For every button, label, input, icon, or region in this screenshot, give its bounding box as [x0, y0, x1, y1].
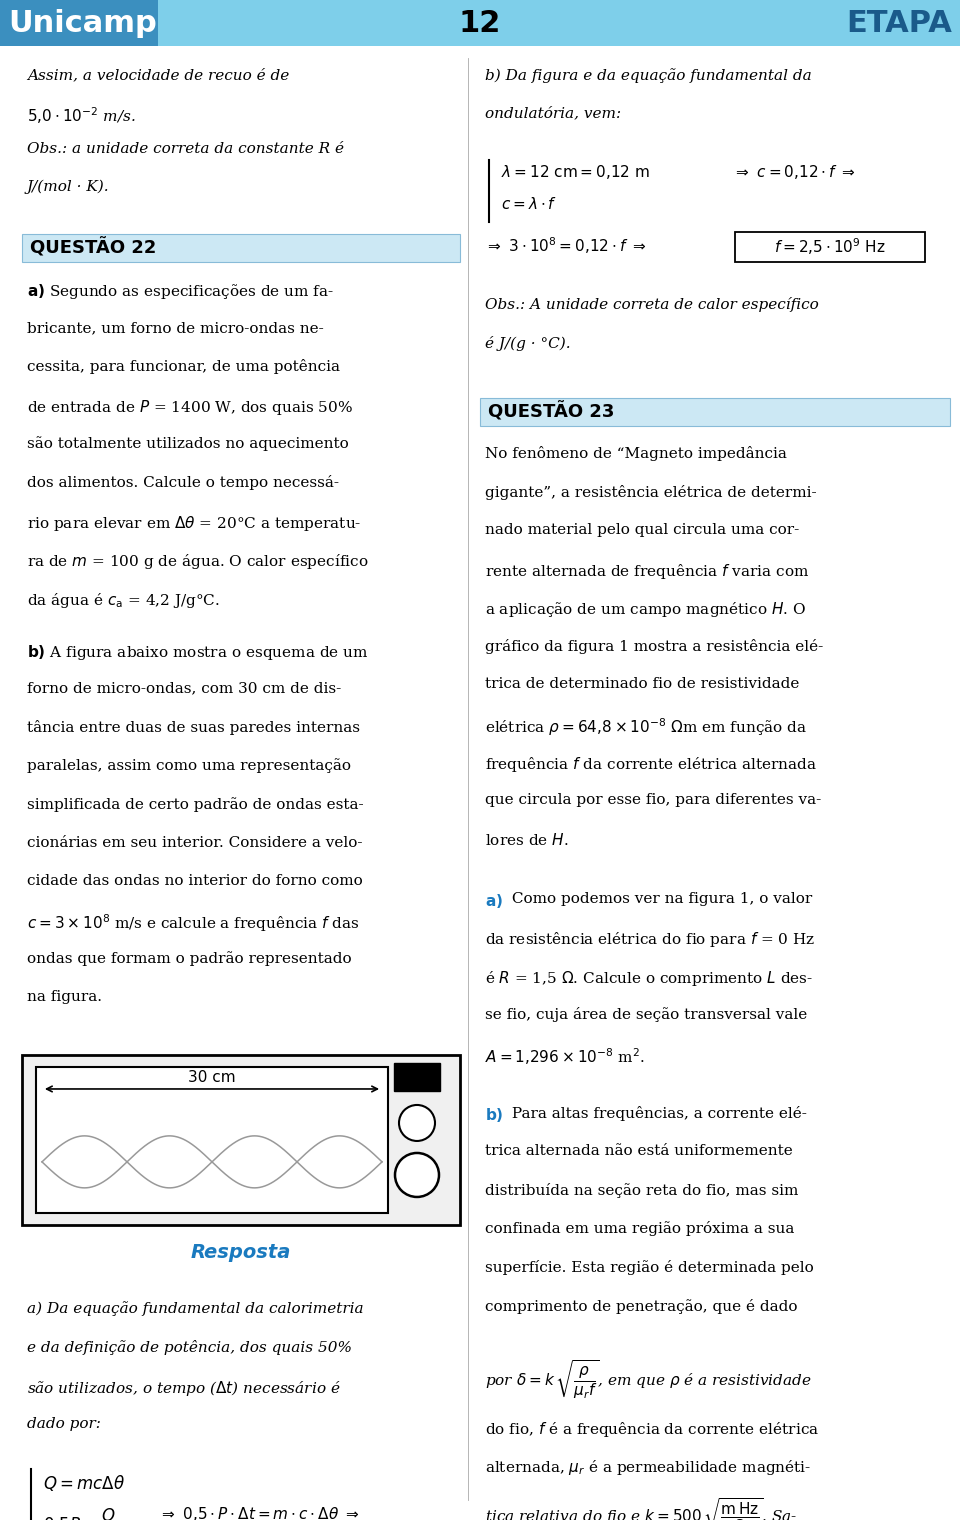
- Text: trica alternada não está uniformemente: trica alternada não está uniformemente: [485, 1145, 793, 1158]
- Text: nado material pelo qual circula uma cor-: nado material pelo qual circula uma cor-: [485, 523, 800, 537]
- Text: da resistência elétrica do fio para $f$ = 0 Hz: da resistência elétrica do fio para $f$ …: [485, 930, 815, 948]
- Text: gigante”, a resistência elétrica de determi-: gigante”, a resistência elétrica de dete…: [485, 485, 817, 500]
- Text: a) Da equação fundamental da calorimetria: a) Da equação fundamental da calorimetri…: [27, 1301, 364, 1316]
- Text: distribuída na seção reta do fio, mas sim: distribuída na seção reta do fio, mas si…: [485, 1183, 799, 1198]
- Text: do fio, $f$ é a frequência da corrente elétrica: do fio, $f$ é a frequência da corrente e…: [485, 1420, 819, 1438]
- Text: da água é $c_{\rm a}$ = 4,2 J/g°C.: da água é $c_{\rm a}$ = 4,2 J/g°C.: [27, 591, 220, 610]
- Text: cessita, para funcionar, de uma potência: cessita, para funcionar, de uma potência: [27, 359, 340, 374]
- Text: são totalmente utilizados no aquecimento: são totalmente utilizados no aquecimento: [27, 436, 348, 451]
- Text: $f = 2{,}5 \cdot 10^9\ \mathrm{Hz}$: $f = 2{,}5 \cdot 10^9\ \mathrm{Hz}$: [774, 237, 886, 257]
- Bar: [735, 231, 925, 261]
- Text: ondas que formam o padrão representado: ondas que formam o padrão representado: [27, 952, 351, 967]
- Text: forno de micro-ondas, com 30 cm de dis-: forno de micro-ondas, com 30 cm de dis-: [27, 681, 341, 695]
- Circle shape: [395, 1154, 439, 1196]
- Text: dos alimentos. Calcule o tempo necessá-: dos alimentos. Calcule o tempo necessá-: [27, 476, 339, 489]
- Bar: [0, 0, 158, 46]
- Text: paralelas, assim como uma representação: paralelas, assim como uma representação: [27, 758, 351, 774]
- Text: $\Rightarrow\ c = 0{,}12 \cdot f\ \Rightarrow$: $\Rightarrow\ c = 0{,}12 \cdot f\ \Right…: [733, 163, 856, 181]
- Text: dado por:: dado por:: [27, 1417, 101, 1432]
- Text: Para altas frequências, a corrente elé-: Para altas frequências, a corrente elé-: [507, 1105, 806, 1120]
- Text: $Q = mc\Delta\theta$: $Q = mc\Delta\theta$: [43, 1473, 125, 1493]
- Text: $\mathbf{a)}$ Segundo as especificações de um fa-: $\mathbf{a)}$ Segundo as especificações …: [27, 283, 334, 301]
- Text: é J/(g · °C).: é J/(g · °C).: [485, 336, 570, 351]
- Text: ondulatória, vem:: ondulatória, vem:: [485, 106, 621, 120]
- Text: Como podemos ver na figura 1, o valor: Como podemos ver na figura 1, o valor: [507, 892, 812, 906]
- Bar: [0, 0, 960, 46]
- Circle shape: [399, 1105, 435, 1142]
- Text: 12: 12: [459, 9, 501, 38]
- Text: cidade das ondas no interior do forno como: cidade das ondas no interior do forno co…: [27, 874, 363, 888]
- Text: $\mathbf{b)}$: $\mathbf{b)}$: [485, 1105, 504, 1123]
- Text: $5{,}0 \cdot 10^{-2}$ m/s.: $5{,}0 \cdot 10^{-2}$ m/s.: [27, 105, 135, 126]
- Text: No fenômeno de “Magneto impedância: No fenômeno de “Magneto impedância: [485, 445, 787, 461]
- Text: simplificada de certo padrão de ondas esta-: simplificada de certo padrão de ondas es…: [27, 796, 364, 812]
- Text: se fio, cuja área de seção transversal vale: se fio, cuja área de seção transversal v…: [485, 1008, 807, 1023]
- Bar: [394, 1062, 440, 1091]
- Text: b) Da figura e da equação fundamental da: b) Da figura e da equação fundamental da: [485, 68, 812, 84]
- Text: tância entre duas de suas paredes internas: tância entre duas de suas paredes intern…: [27, 720, 360, 734]
- Text: Unicamp: Unicamp: [8, 9, 156, 38]
- Bar: [22, 234, 460, 263]
- Text: alternada, $\mu_r$ é a permeabilidade magnéti-: alternada, $\mu_r$ é a permeabilidade ma…: [485, 1458, 811, 1477]
- Text: QUESTÃO 22: QUESTÃO 22: [30, 239, 156, 258]
- Text: $\Rightarrow\ 0{,}5 \cdot P \cdot \Delta t = m \cdot c \cdot \Delta\theta\ \Righ: $\Rightarrow\ 0{,}5 \cdot P \cdot \Delta…: [159, 1505, 359, 1520]
- Text: tica relativa do fio e $k = 500\,\sqrt{\dfrac{\mathrm{m\,Hz}}{\Omega}}$. Sa-: tica relativa do fio e $k = 500\,\sqrt{\…: [485, 1497, 797, 1520]
- Text: Resposta: Resposta: [191, 1243, 291, 1262]
- Bar: [22, 1055, 460, 1225]
- Text: ra de $m$ = 100 g de água. O calor específico: ra de $m$ = 100 g de água. O calor espec…: [27, 552, 369, 572]
- Text: ETAPA: ETAPA: [846, 9, 952, 38]
- Text: $\Rightarrow\ 3 \cdot 10^8 = 0{,}12 \cdot f\ \Rightarrow$: $\Rightarrow\ 3 \cdot 10^8 = 0{,}12 \cdo…: [485, 236, 647, 257]
- Text: frequência $f$ da corrente elétrica alternada: frequência $f$ da corrente elétrica alte…: [485, 754, 817, 774]
- Text: Assim, a velocidade de recuo é de: Assim, a velocidade de recuo é de: [27, 68, 289, 82]
- Text: $c = 3 \times 10^8$ m/s e calcule a frequência $f$ das: $c = 3 \times 10^8$ m/s e calcule a freq…: [27, 912, 360, 935]
- Bar: [36, 1067, 388, 1213]
- Text: $\mathbf{b)}$ A figura abaixo mostra o esquema de um: $\mathbf{b)}$ A figura abaixo mostra o e…: [27, 643, 369, 661]
- Text: lores de $H$.: lores de $H$.: [485, 831, 568, 848]
- Text: Obs.: a unidade correta da constante R é: Obs.: a unidade correta da constante R é: [27, 143, 344, 157]
- Text: $\mathbf{a)}$: $\mathbf{a)}$: [485, 892, 503, 909]
- Text: $0{,}5P = \dfrac{Q}{\Delta t}$: $0{,}5P = \dfrac{Q}{\Delta t}$: [43, 1506, 120, 1520]
- Text: cionárias em seu interior. Considere a velo-: cionárias em seu interior. Considere a v…: [27, 836, 363, 850]
- Text: superfície. Esta região é determinada pelo: superfície. Esta região é determinada pe…: [485, 1260, 814, 1275]
- Text: comprimento de penetração, que é dado: comprimento de penetração, que é dado: [485, 1298, 798, 1313]
- Text: Obs.: A unidade correta de calor específico: Obs.: A unidade correta de calor específ…: [485, 296, 819, 312]
- Polygon shape: [158, 0, 180, 46]
- Text: $A = 1{,}296 \times 10^{-8}$ m$^2$.: $A = 1{,}296 \times 10^{-8}$ m$^2$.: [485, 1046, 645, 1067]
- Text: de entrada de $P$ = 1400 W, dos quais 50%: de entrada de $P$ = 1400 W, dos quais 50…: [27, 398, 353, 416]
- Text: J/(mol · K).: J/(mol · K).: [27, 179, 109, 195]
- Text: que circula por esse fio, para diferentes va-: que circula por esse fio, para diferente…: [485, 793, 821, 807]
- Text: confinada em uma região próxima a sua: confinada em uma região próxima a sua: [485, 1222, 794, 1236]
- Text: 30 cm: 30 cm: [188, 1070, 236, 1085]
- Text: gráfico da figura 1 mostra a resistência elé-: gráfico da figura 1 mostra a resistência…: [485, 638, 824, 654]
- Text: e da definição de potência, dos quais 50%: e da definição de potência, dos quais 50…: [27, 1341, 352, 1354]
- Text: a aplicação de um campo magnético $H$. O: a aplicação de um campo magnético $H$. O: [485, 600, 806, 619]
- Text: na figura.: na figura.: [27, 990, 102, 1003]
- Text: QUESTÃO 23: QUESTÃO 23: [488, 403, 614, 421]
- Text: bricante, um forno de micro-ondas ne-: bricante, um forno de micro-ondas ne-: [27, 321, 324, 334]
- Text: rente alternada de frequência $f$ varia com: rente alternada de frequência $f$ varia …: [485, 562, 809, 581]
- Text: $c = \lambda \cdot f$: $c = \lambda \cdot f$: [501, 196, 557, 211]
- Text: por $\delta = k\,\sqrt{\dfrac{\rho}{\mu_r f}}$, em que $\rho$ é a resistividade: por $\delta = k\,\sqrt{\dfrac{\rho}{\mu_…: [485, 1359, 812, 1401]
- Text: elétrica $\rho = 64{,}8 \times 10^{-8}\ \Omega$m em função da: elétrica $\rho = 64{,}8 \times 10^{-8}\ …: [485, 716, 807, 737]
- Bar: [480, 398, 950, 426]
- Text: $\lambda = 12\ \mathrm{cm} = 0{,}12\ \mathrm{m}$: $\lambda = 12\ \mathrm{cm} = 0{,}12\ \ma…: [501, 163, 650, 181]
- Text: são utilizados, o tempo ($\Delta t$) necessário é: são utilizados, o tempo ($\Delta t$) nec…: [27, 1379, 341, 1397]
- Text: rio para elevar em $\Delta\theta$ = 20°C a temperatu-: rio para elevar em $\Delta\theta$ = 20°C…: [27, 514, 361, 532]
- Text: trica de determinado fio de resistividade: trica de determinado fio de resistividad…: [485, 678, 800, 692]
- Text: é $R$ = 1,5 $\Omega$. Calcule o comprimento $L$ des-: é $R$ = 1,5 $\Omega$. Calcule o comprime…: [485, 968, 813, 988]
